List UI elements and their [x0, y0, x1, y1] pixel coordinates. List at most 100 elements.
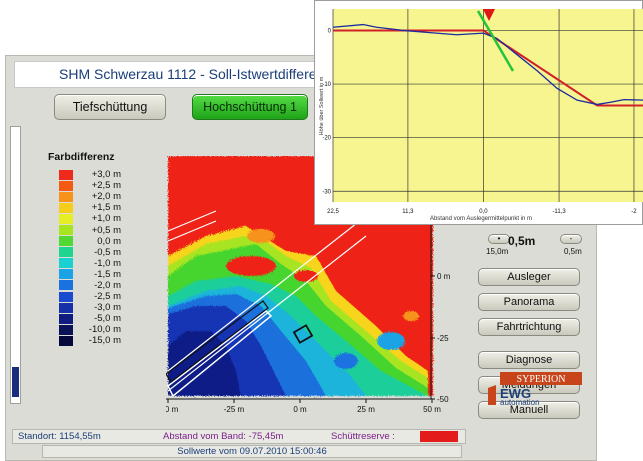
control-panel: • 0,5m - 15,0m 0,5m Ausleger Panorama Fa…	[468, 214, 593, 460]
boom-line	[476, 10, 515, 72]
diagnose-button[interactable]: Diagnose	[478, 351, 580, 369]
heatmap-xtick-label: 50 m	[423, 405, 441, 414]
step-max-label: 0,5m	[564, 247, 582, 256]
legend-swatch	[59, 302, 73, 313]
legend-label: -2,5 m	[94, 291, 121, 303]
profile-xtick-label: -2	[631, 209, 637, 215]
legend-swatch	[59, 213, 73, 224]
legend-label: -5,0 m	[94, 313, 121, 325]
panorama-button[interactable]: Panorama	[478, 293, 580, 311]
legend-title: Farbdifferenz	[48, 151, 115, 163]
step-value: 0,5m	[508, 234, 536, 248]
legend-swatch	[59, 324, 73, 335]
brand-text: SYPERION	[517, 374, 566, 385]
heatmap-ytick-label: -50 m	[437, 395, 451, 404]
legend-swatch	[59, 335, 73, 346]
step-increase-button[interactable]: -	[560, 234, 582, 244]
heatmap-ytick-label: 0 m	[437, 272, 451, 281]
legend-label: -2,0 m	[94, 279, 121, 291]
profile-xtick-label: 22,5	[327, 209, 339, 215]
profile-ytick-label: 0	[328, 28, 332, 34]
step-decrease-button[interactable]: •	[488, 234, 510, 244]
profile-xtick-label: 11,3	[402, 209, 414, 215]
schuettreserve-indicator	[420, 431, 458, 442]
legend-item: -15,0 m	[59, 335, 121, 346]
heatmap-xtick-label: -50 m	[166, 405, 179, 414]
legend-label: +1,0 m	[91, 213, 121, 225]
legend-item: -2,0 m	[59, 280, 121, 291]
legend-label: +3,0 m	[91, 169, 121, 181]
legend-swatch	[59, 191, 73, 202]
legend-item: +0,5 m	[59, 224, 121, 236]
schuettreserve-label: Schüttreserve :	[331, 431, 395, 442]
profile-chart-svg: 0 -10 -20 -30 22,5 11,3 0,0 -11,3 -2 Höhe über …	[319, 9, 643, 222]
legend-label: -3,0 m	[94, 302, 121, 314]
legend-item: +2,0 m	[59, 191, 121, 202]
legend-item: -10,0 m	[59, 324, 121, 335]
heatmap-xtick-label: 0 m	[293, 405, 307, 414]
legend-label: -15,0 m	[88, 335, 121, 347]
legend-label: -1,0 m	[94, 257, 121, 269]
legend-item: -1,0 m	[59, 258, 121, 269]
color-legend: +3,0 m +2,5 m +2,0 m +1,5 m +1,0 m +0,5 m 0,0 …	[59, 169, 121, 347]
scrollbar-thumb[interactable]	[12, 367, 19, 397]
company-text: EWG	[500, 386, 531, 401]
status-bar: Standort: 1154,55m Abstand vom Band: -75…	[12, 429, 466, 444]
profile-chart: 0 -10 -20 -30 22,5 11,3 0,0 -11,3 -2 Höhe über …	[314, 0, 643, 225]
legend-item: 0,0 m	[59, 236, 121, 247]
abstand-text: Abstand vom Band: -75,45m	[163, 431, 284, 442]
company-logo: SYPERION EWG automation	[488, 372, 582, 406]
legend-swatch	[59, 280, 73, 291]
legend-swatch	[59, 258, 73, 269]
legend-swatch	[59, 269, 73, 280]
legend-label: +1,5 m	[91, 202, 121, 214]
profile-xlabel: Abstand vom Auslegermittelpunkt in m	[430, 216, 532, 222]
legend-label: +0,5 m	[91, 224, 121, 236]
legend-swatch	[59, 313, 73, 324]
legend-swatch	[59, 180, 73, 191]
legend-item: +1,0 m	[59, 213, 121, 224]
legend-item: +1,5 m	[59, 202, 121, 213]
legend-item: -5,0 m	[59, 313, 121, 324]
fahrtrichtung-button[interactable]: Fahrtrichtung	[478, 318, 580, 336]
legend-item: -2,5 m	[59, 291, 121, 302]
legend-item: +2,5 m	[59, 180, 121, 191]
legend-swatch	[59, 169, 73, 180]
vertical-scrollbar[interactable]	[10, 126, 21, 404]
legend-swatch	[59, 225, 73, 236]
legend-item: +3,0 m	[59, 169, 121, 180]
step-min-label: 15,0m	[486, 247, 509, 256]
boom-marker-icon	[483, 9, 495, 21]
profile-ytick-label: -20	[322, 136, 331, 142]
hochschuettung-button[interactable]: Hochschüttung 1	[192, 94, 308, 120]
profile-ylabel: Höhe über Sollwert in m	[319, 76, 325, 135]
heatmap-ytick-label: -25 m	[437, 334, 451, 343]
tiefschuettung-button[interactable]: Tiefschüttung	[54, 94, 166, 120]
legend-swatch	[59, 291, 73, 302]
legend-label: -1,5 m	[94, 268, 121, 280]
heatmap-xtick-label: 25 m	[357, 405, 375, 414]
legend-item: -0,5 m	[59, 247, 121, 258]
legend-label: +2,5 m	[91, 180, 121, 192]
ausleger-button[interactable]: Ausleger	[478, 268, 580, 286]
legend-swatch	[59, 247, 73, 258]
legend-label: 0,0 m	[97, 235, 121, 247]
legend-label: -10,0 m	[88, 324, 121, 336]
legend-swatch	[59, 236, 73, 247]
plot-area	[333, 9, 643, 202]
sollwerte-text: Sollwerte vom 09.07.2010 15:00:46	[42, 445, 462, 458]
profile-xtick-label: -11,3	[552, 209, 566, 215]
legend-swatch	[59, 202, 73, 213]
tagline-text: automation	[500, 398, 540, 406]
heatmap-xtick-label: -25 m	[224, 405, 245, 414]
legend-label: +2,0 m	[91, 191, 121, 203]
legend-item: -3,0 m	[59, 302, 121, 313]
profile-ytick-label: -10	[322, 82, 331, 88]
profile-ytick-label: -30	[322, 189, 331, 195]
legend-label: -0,5 m	[94, 246, 121, 258]
profile-xtick-label: 0,0	[479, 209, 488, 215]
manuell-button[interactable]: Manuell	[478, 401, 580, 419]
measured-profile-line	[332, 23, 643, 106]
legend-item: -1,5 m	[59, 269, 121, 280]
standort-text: Standort: 1154,55m	[18, 431, 101, 442]
